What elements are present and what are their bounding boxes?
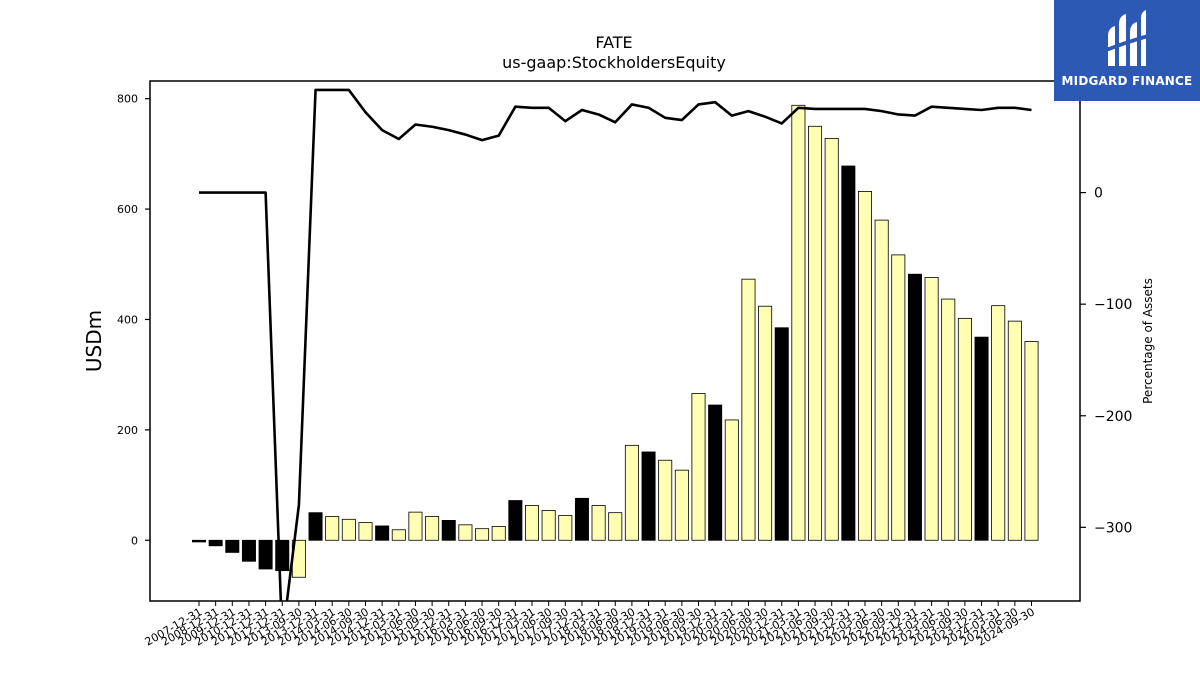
y2-tick-label: −300 — [1094, 520, 1132, 536]
y-axis-label: USDm — [82, 310, 106, 372]
chart-title: FATE — [595, 33, 632, 52]
y-tick-label: 800 — [117, 93, 138, 106]
bar — [375, 525, 390, 541]
bar — [874, 219, 889, 541]
bar — [791, 104, 806, 541]
y2-axis-label: Percentage of Assets — [1141, 278, 1155, 404]
bar — [1007, 320, 1022, 541]
axes-layer: 0200400600800−300−200−10001002007-12-312… — [117, 74, 1132, 649]
bar — [508, 500, 523, 541]
bar — [358, 522, 373, 541]
bar — [808, 125, 823, 541]
bar — [408, 511, 423, 541]
bar — [558, 515, 573, 541]
y-tick-label: 600 — [117, 203, 138, 216]
bar — [541, 510, 556, 541]
y-tick-label: 200 — [117, 424, 138, 437]
bar — [741, 278, 756, 541]
bar — [441, 520, 456, 541]
bar — [308, 512, 323, 541]
bar — [225, 539, 240, 553]
bar — [1024, 341, 1039, 541]
y-tick-label: 400 — [117, 313, 138, 326]
bar — [525, 505, 540, 541]
pct-of-assets-line — [199, 88, 1032, 601]
bar — [941, 298, 956, 541]
bar — [858, 190, 873, 541]
brand-logo: MIDGARD FINANCE — [1054, 0, 1200, 101]
bar — [658, 459, 673, 541]
y2-tick-label: −100 — [1094, 297, 1132, 313]
brand-name: MIDGARD FINANCE — [1061, 74, 1193, 88]
bar — [258, 539, 273, 570]
bar — [724, 419, 739, 541]
bar — [591, 505, 606, 541]
midgard-logo-icon — [1106, 10, 1148, 66]
line-layer — [199, 88, 1032, 601]
chart-subtitle: us-gaap:StockholdersEquity — [502, 53, 726, 72]
bar — [674, 469, 689, 541]
bar — [891, 254, 906, 541]
bar — [991, 305, 1006, 541]
bar — [957, 317, 972, 541]
bar — [425, 516, 440, 541]
bar — [341, 518, 356, 541]
bar — [641, 451, 656, 541]
bar — [391, 529, 406, 541]
y2-tick-label: 0 — [1094, 186, 1103, 202]
bar — [241, 539, 256, 562]
bar — [574, 497, 589, 541]
bar — [608, 512, 623, 541]
bar — [325, 516, 340, 541]
bar — [475, 528, 490, 541]
bar — [624, 444, 639, 541]
bar — [974, 336, 989, 541]
bar — [774, 327, 789, 541]
bar — [924, 277, 939, 541]
bar — [708, 404, 723, 541]
bar — [491, 526, 506, 541]
bars-layer — [191, 104, 1039, 578]
bar — [208, 539, 223, 547]
bar — [191, 539, 206, 543]
bar — [691, 393, 706, 541]
bar — [458, 524, 473, 541]
bar — [841, 165, 856, 541]
y2-tick-label: −200 — [1094, 409, 1132, 425]
bar — [824, 138, 839, 541]
y-tick-label: 0 — [131, 534, 138, 547]
bar — [907, 273, 922, 541]
bar — [758, 305, 773, 541]
